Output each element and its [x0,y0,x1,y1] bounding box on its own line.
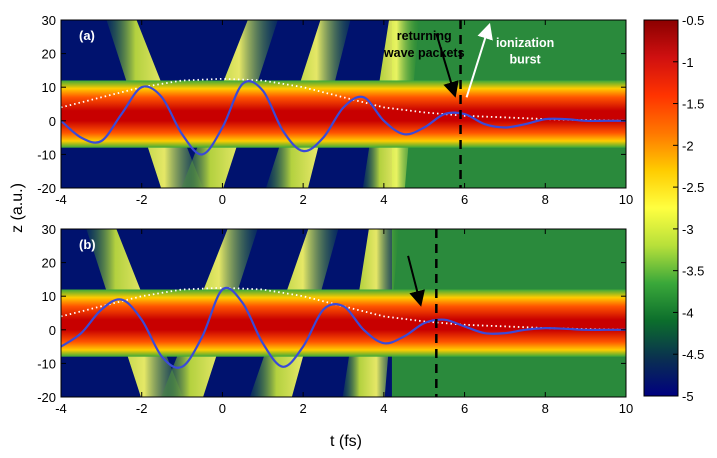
field-curve [61,80,626,156]
x-tick-label: -2 [136,401,148,416]
y-tick-label: 0 [49,323,56,338]
panel-label: (b) [79,237,96,252]
y-tick-label: 30 [42,13,56,28]
x-tick-label: 0 [219,192,226,207]
colorbar-tick-label: -4 [682,305,694,320]
colorbar-tick-label: -1.5 [682,97,704,112]
panel-a: (a) returning wave packets ionization burst 3… [37,13,633,207]
panel-label: (a) [79,28,95,43]
colorbar-tick-label: -1 [682,55,694,70]
y-tick-label: -20 [37,181,56,196]
y-tick-label: 0 [49,114,56,129]
heatmap-core-band [61,289,626,357]
colorbar-tick-label: -5 [682,389,694,404]
x-tick-label: 0 [219,401,226,416]
colorbar-tick-label: -0.5 [682,13,704,28]
x-tick-label: -4 [55,401,67,416]
x-axis-label: t (fs) [330,433,362,450]
annotation-label: returning [397,29,452,43]
x-tick-label: 6 [461,192,468,207]
returning-arrow [407,255,425,307]
x-tick-label: -4 [55,192,67,207]
x-tick-label: 4 [380,192,387,207]
x-tick-label: 8 [542,401,549,416]
x-tick-label: 10 [619,401,633,416]
annotation-label: wave packets [383,46,465,60]
colorbar-tick-label: -4.5 [682,347,704,362]
envelope-dotted-line [61,77,626,122]
x-tick-label: 4 [380,401,387,416]
colorbar-tick-label: -3.5 [682,264,704,279]
returning-arrow [435,33,459,98]
x-tick-label: 2 [300,401,307,416]
x-tick-label: 10 [619,192,633,207]
colorbar-tick-label: -3 [682,222,694,237]
y-tick-label: -10 [37,356,56,371]
colorbar: -0.5 -1 -1.5 -2 -2.5 -3 -3.5 -4 -4.5 -5 [643,13,704,404]
y-tick-label: 10 [42,80,56,95]
y-axis-label: z (a.u.) [9,183,26,233]
x-tick-label: 2 [300,192,307,207]
heatmap-core-band [61,80,626,148]
panel-frame [60,228,627,398]
y-tick-label: 20 [42,47,56,62]
panel-frame [60,19,627,189]
ionization-arrow [465,22,493,98]
y-tick-label: 10 [42,289,56,304]
x-tick-label: 8 [542,192,549,207]
annotation-label: burst [509,53,541,67]
field-curve [61,286,626,369]
colorbar-tick-label: -2.5 [682,180,704,195]
annotation-label: ionization [496,36,554,50]
envelope-dotted-line [61,286,626,331]
y-tick-label: -10 [37,147,56,162]
colorbar-gradient [643,19,679,397]
x-tick-label: -2 [136,192,148,207]
y-tick-label: 30 [42,222,56,237]
y-tick-label: 20 [42,256,56,271]
y-tick-label: -20 [37,390,56,405]
x-tick-label: 6 [461,401,468,416]
colorbar-tick-label: -2 [682,138,694,153]
